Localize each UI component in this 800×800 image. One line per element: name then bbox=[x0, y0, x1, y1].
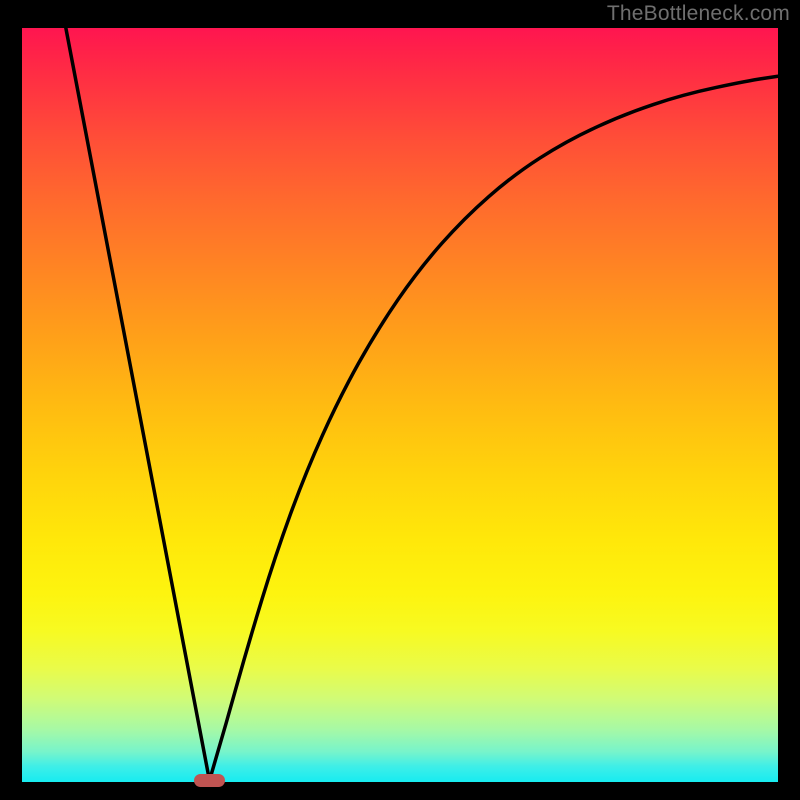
plot-area bbox=[22, 28, 778, 782]
bottleneck-curve bbox=[66, 28, 778, 780]
curve-svg bbox=[22, 28, 778, 782]
watermark-text: TheBottleneck.com bbox=[607, 2, 790, 26]
chart-container: TheBottleneck.com bbox=[0, 0, 800, 800]
minimum-marker bbox=[194, 774, 224, 788]
